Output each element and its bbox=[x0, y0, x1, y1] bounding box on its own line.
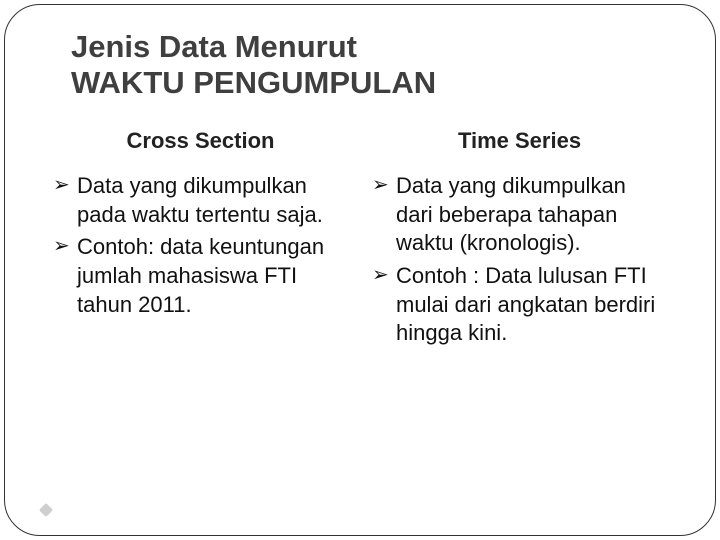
bullet-list-time-series: Data yang dikumpulkan dari beberapa taha… bbox=[372, 172, 667, 348]
footer-decorator-icon bbox=[39, 503, 53, 517]
list-item: Data yang dikumpulkan dari beberapa taha… bbox=[372, 172, 667, 258]
bullet-list-cross-section: Data yang dikumpulkan pada waktu tertent… bbox=[53, 172, 348, 319]
column-time-series: Time Series Data yang dikumpulkan dari b… bbox=[372, 128, 667, 352]
title-line-2: WAKTU PENGUMPULAN bbox=[71, 65, 436, 100]
list-item: Contoh: data keuntungan jumlah mahasiswa… bbox=[53, 233, 348, 319]
list-item: Data yang dikumpulkan pada waktu tertent… bbox=[53, 172, 348, 229]
slide-title: Jenis Data Menurut WAKTU PENGUMPULAN bbox=[71, 29, 667, 100]
content-columns: Cross Section Data yang dikumpulkan pada… bbox=[53, 128, 667, 352]
list-item: Contoh : Data lulusan FTI mulai dari ang… bbox=[372, 262, 667, 348]
title-line-1: Jenis Data Menurut bbox=[71, 29, 357, 64]
column-cross-section: Cross Section Data yang dikumpulkan pada… bbox=[53, 128, 348, 352]
subheading-time-series: Time Series bbox=[372, 128, 667, 154]
slide-frame: Jenis Data Menurut WAKTU PENGUMPULAN Cro… bbox=[4, 4, 716, 536]
subheading-cross-section: Cross Section bbox=[53, 128, 348, 154]
